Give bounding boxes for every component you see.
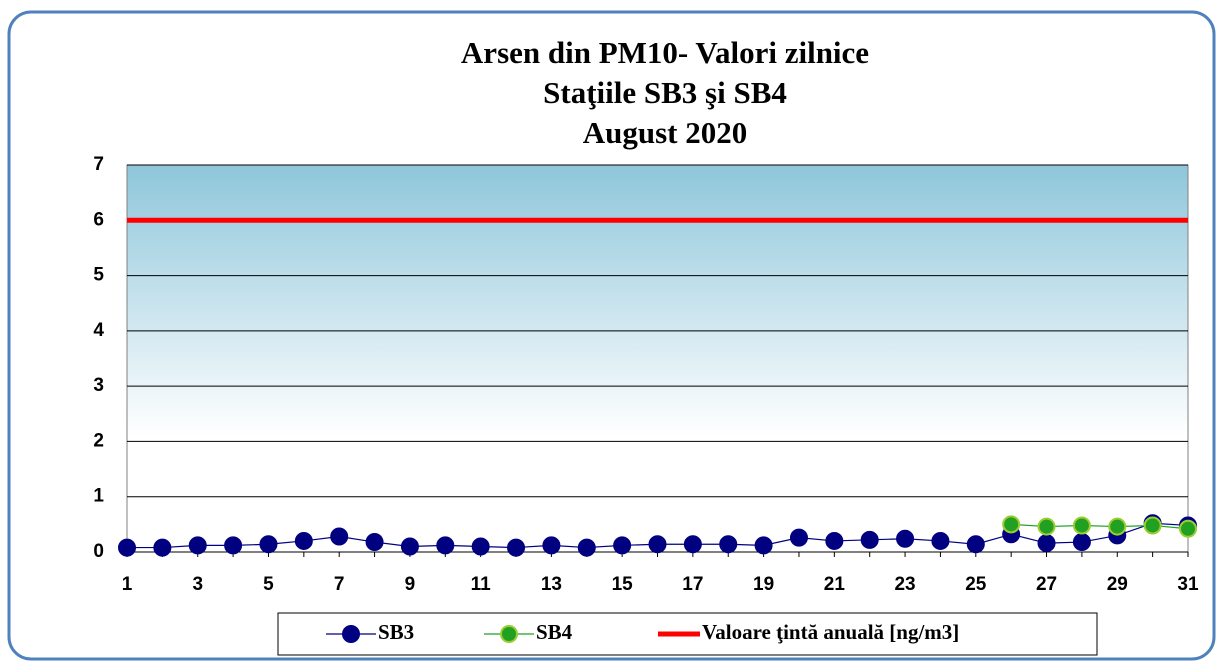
x-tick-label: 19 <box>753 574 774 595</box>
y-tick-label: 6 <box>93 209 104 230</box>
point <box>224 536 243 555</box>
point <box>507 538 526 557</box>
plot-area <box>126 164 1189 553</box>
legend-label: SB3 <box>378 620 414 644</box>
y-tick-label: 3 <box>93 375 104 396</box>
point <box>1037 517 1056 536</box>
x-tick-label: 11 <box>471 574 492 595</box>
point <box>825 531 844 550</box>
point <box>542 536 561 555</box>
x-tick-label: 5 <box>263 574 274 595</box>
x-tick-label: 25 <box>965 574 987 595</box>
point <box>1072 516 1091 535</box>
point <box>118 538 136 557</box>
point <box>860 530 879 549</box>
x-tick-label: 9 <box>405 574 416 595</box>
legend-label: SB4 <box>536 620 573 644</box>
point <box>365 533 384 552</box>
point <box>330 527 349 546</box>
x-tick-label: 3 <box>192 574 203 595</box>
chart-title: Arsen din PM10- Valori zilnice <box>461 35 869 70</box>
x-tick-label: 27 <box>1036 574 1057 595</box>
point <box>789 528 808 547</box>
x-tick-label: 7 <box>334 574 345 595</box>
x-tick-label: 1 <box>122 574 133 595</box>
point <box>754 536 773 555</box>
x-tick-label: 17 <box>682 574 703 595</box>
legend-label: Valoare ţintă anuală [ng/m3] <box>702 620 959 644</box>
point <box>1072 533 1091 552</box>
point <box>613 536 632 555</box>
chart-title: August 2020 <box>583 115 748 150</box>
point <box>683 535 702 554</box>
y-tick-label: 2 <box>93 430 104 451</box>
y-tick-label: 7 <box>93 154 104 175</box>
y-tick-label: 1 <box>93 486 104 507</box>
y-tick-label: 4 <box>93 320 104 341</box>
point <box>719 535 738 554</box>
x-tick-label: 15 <box>612 574 634 595</box>
point <box>1037 534 1056 553</box>
point <box>648 535 667 554</box>
chart-title: Staţiile SB3 şi SB4 <box>543 75 787 110</box>
x-tick-label: 29 <box>1107 574 1128 595</box>
point <box>259 535 278 554</box>
point <box>1143 516 1162 535</box>
point <box>1108 517 1127 536</box>
point <box>153 538 172 557</box>
point <box>931 531 950 550</box>
x-tick-label: 13 <box>541 574 562 595</box>
point <box>188 536 207 555</box>
x-tick-label: 23 <box>894 574 915 595</box>
point <box>436 536 455 555</box>
point <box>471 537 490 556</box>
legend-marker <box>500 625 518 643</box>
point <box>1002 515 1021 534</box>
point <box>577 538 596 557</box>
legend-marker <box>342 625 360 643</box>
point <box>400 537 419 556</box>
point <box>896 529 915 548</box>
y-tick-label: 0 <box>93 541 104 562</box>
point <box>1179 519 1197 538</box>
y-tick-label: 5 <box>93 265 104 286</box>
point <box>294 531 313 550</box>
x-tick-label: 31 <box>1177 574 1199 595</box>
point <box>966 535 985 554</box>
x-tick-label: 21 <box>824 574 846 595</box>
